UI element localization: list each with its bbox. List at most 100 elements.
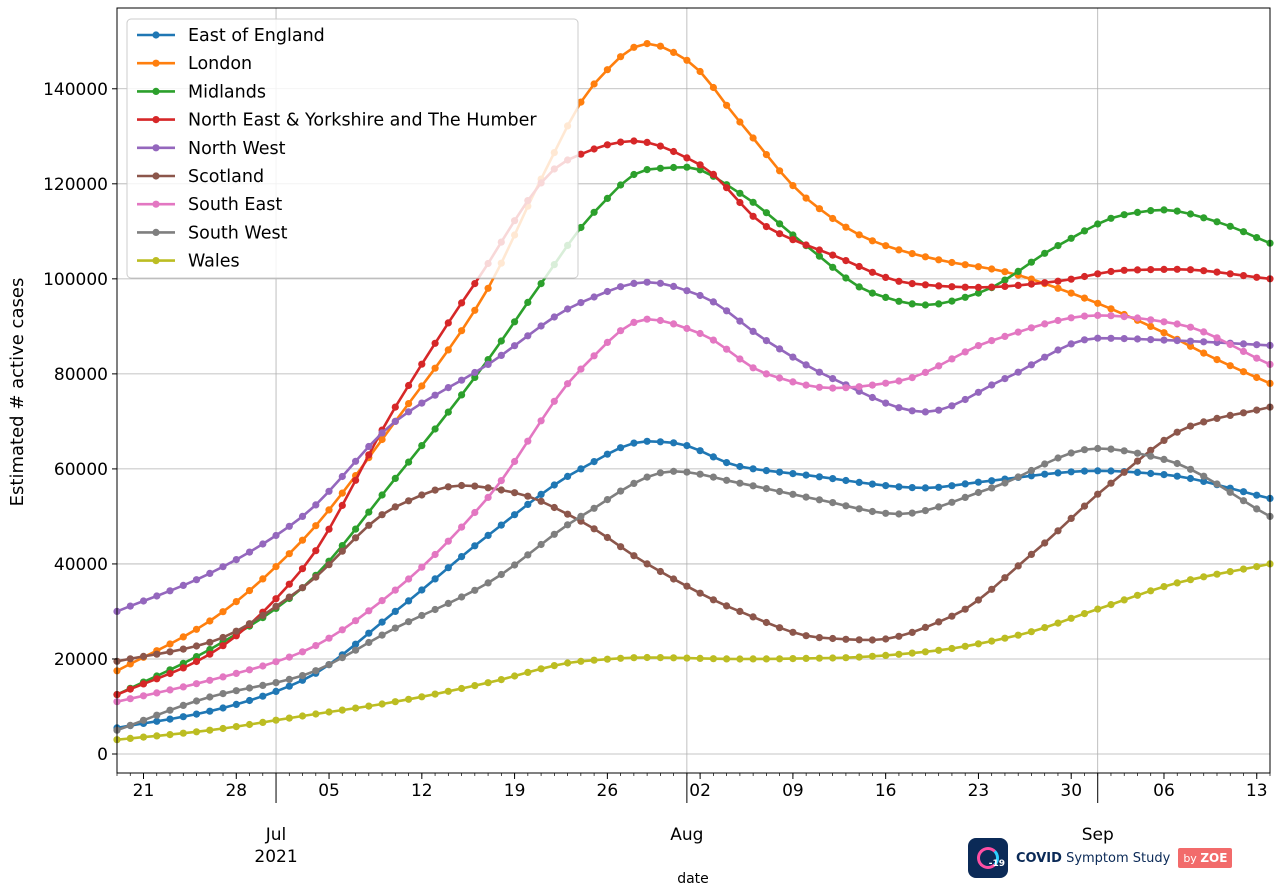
series-point — [895, 246, 903, 254]
series-point — [908, 300, 916, 308]
series-point — [683, 654, 691, 662]
y-tick-label: 20000 — [54, 650, 108, 670]
series-point — [1239, 347, 1248, 355]
series-point — [617, 283, 625, 291]
series-point — [617, 543, 625, 551]
series-point — [749, 364, 757, 372]
series-point — [564, 510, 572, 518]
series-point — [1147, 336, 1155, 344]
series-point — [338, 626, 346, 634]
series-point — [298, 512, 307, 521]
series-point — [1253, 491, 1261, 499]
series-point — [656, 279, 665, 287]
series-point — [1080, 446, 1089, 454]
series-point — [656, 142, 665, 150]
series-point — [723, 345, 731, 353]
series-point — [630, 552, 638, 560]
series-point — [179, 701, 187, 710]
series-point — [935, 646, 943, 654]
series-point — [709, 655, 718, 663]
series-point — [974, 596, 983, 604]
legend-label: Wales — [188, 252, 240, 272]
series-point — [245, 696, 254, 705]
series-point — [829, 384, 837, 392]
series-point — [935, 483, 943, 491]
series-point — [855, 283, 863, 291]
series-point — [510, 457, 519, 466]
series-point — [670, 147, 678, 156]
series-point — [868, 393, 877, 402]
series-point — [696, 470, 704, 478]
series-point — [974, 388, 983, 396]
series-point — [723, 101, 731, 109]
series-point — [762, 485, 771, 493]
series-point — [670, 282, 678, 290]
y-tick-label: 60000 — [54, 460, 108, 480]
series-point — [338, 542, 346, 550]
series-point — [709, 473, 718, 481]
series-point — [829, 263, 837, 271]
x-major-tick-label: Jul — [265, 825, 287, 845]
series-point — [1041, 624, 1049, 632]
series-point — [868, 636, 877, 644]
series-point — [471, 482, 479, 490]
series-point — [471, 306, 479, 314]
series-point — [696, 589, 704, 597]
series-point — [921, 623, 930, 632]
series-point — [352, 640, 360, 648]
series-point — [908, 509, 916, 517]
series-point — [405, 408, 413, 416]
series-point — [537, 665, 545, 673]
series-point — [338, 654, 346, 662]
series-point — [444, 599, 452, 608]
series-point — [484, 484, 492, 492]
series-point — [431, 690, 439, 698]
series-point — [537, 497, 545, 505]
series-point — [988, 337, 996, 345]
series-point — [1173, 472, 1181, 480]
x-minor-tick-label: 05 — [318, 781, 340, 801]
series-point — [285, 675, 293, 684]
series-point — [312, 710, 320, 718]
series-point — [1200, 477, 1208, 485]
series-point — [484, 679, 492, 687]
series-point — [921, 253, 930, 261]
series-point — [1094, 444, 1102, 453]
series-point — [192, 728, 201, 736]
series-point — [603, 141, 612, 149]
series-point — [670, 467, 678, 475]
series-point — [1107, 305, 1115, 313]
series-point — [431, 425, 439, 433]
series-point — [418, 382, 426, 390]
series-point — [391, 503, 399, 511]
series-line — [116, 139, 1271, 696]
series-point — [179, 664, 187, 672]
series-point — [484, 360, 492, 368]
x-major-tick-label: Aug — [670, 825, 703, 845]
series-point — [643, 653, 651, 662]
series-point — [842, 635, 850, 643]
x-minor-tick-label: 19 — [504, 781, 526, 801]
series-4 — [113, 278, 1274, 616]
series-point — [352, 704, 360, 712]
series-point — [206, 650, 214, 658]
series-point — [206, 617, 214, 625]
series-point — [497, 351, 505, 359]
series-point — [736, 479, 744, 487]
series-point — [1067, 340, 1075, 348]
series-point — [882, 242, 890, 250]
series-point — [829, 251, 837, 259]
series-point — [484, 493, 492, 501]
series-point — [921, 368, 930, 376]
series-point — [696, 291, 704, 300]
series-point — [1014, 328, 1022, 336]
series-point — [285, 653, 293, 661]
series-point — [285, 682, 293, 690]
series-point — [723, 184, 731, 192]
series-point — [1014, 562, 1022, 570]
series-point — [683, 324, 691, 333]
series-point — [352, 617, 360, 625]
series-point — [1054, 619, 1062, 627]
series-point — [696, 329, 704, 338]
plot-frame — [116, 7, 1271, 774]
